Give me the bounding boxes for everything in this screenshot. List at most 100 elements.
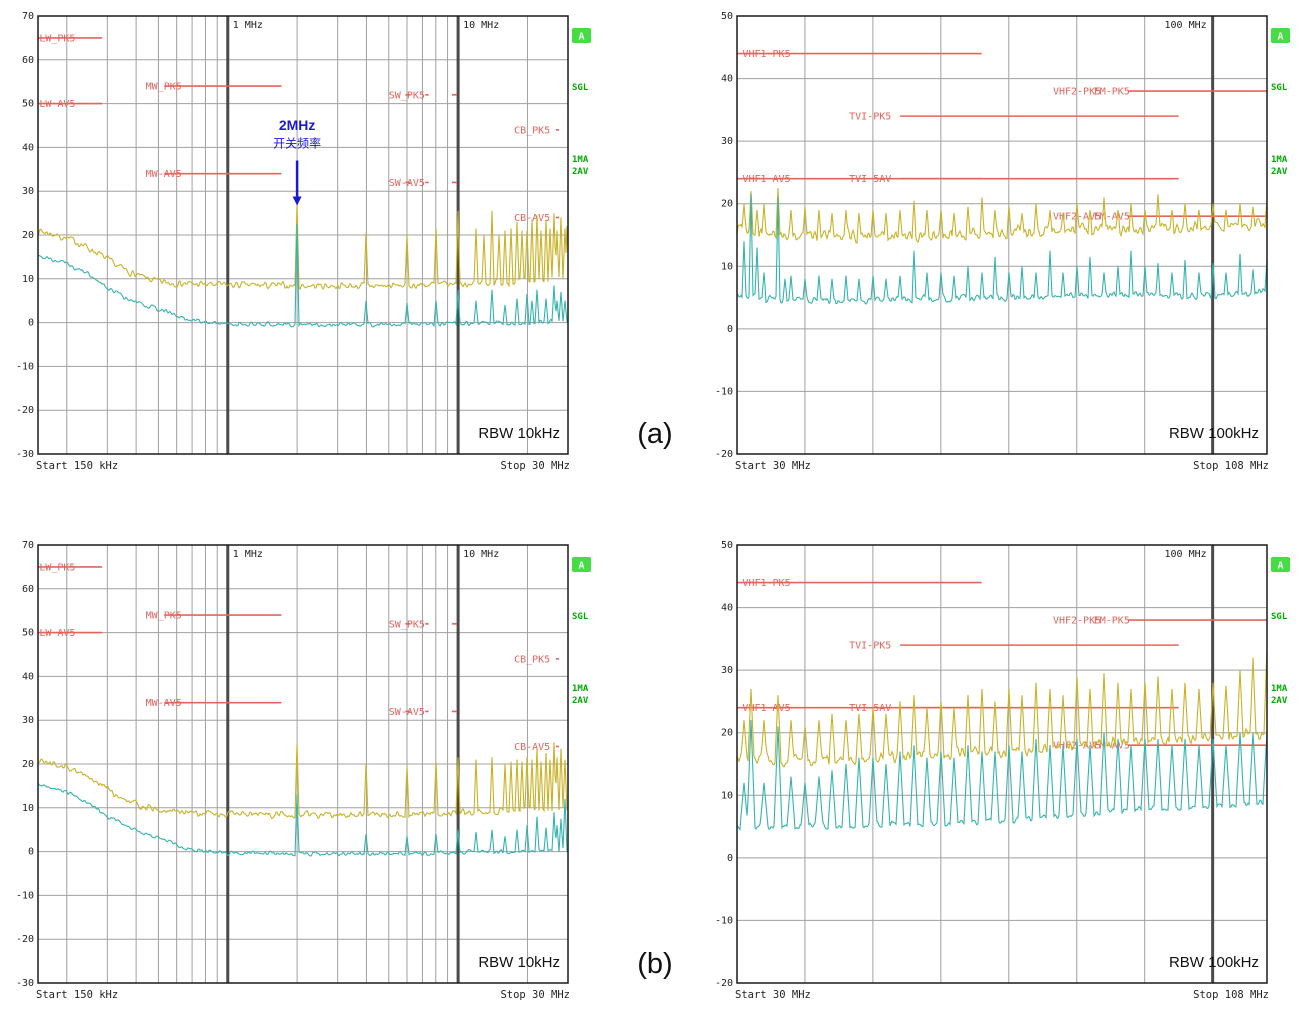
start-frequency-label: Start 30 MHz <box>735 989 811 1001</box>
freq-marker-label: 10 MHz <box>463 549 499 560</box>
y-tick-label: 50 <box>721 11 733 22</box>
limit-label: MW-AV5 <box>146 698 182 709</box>
limit-label: SW-AV5 <box>389 178 425 189</box>
y-axis-tick-labels: -20 -10 0 10 20 30 40 50 <box>715 11 733 460</box>
y-tick-label: 50 <box>22 628 34 639</box>
traces <box>736 648 1268 831</box>
grid <box>737 545 1267 983</box>
y-tick-label: -30 <box>16 978 34 989</box>
y-tick-label: 0 <box>28 318 34 329</box>
status-corner-box <box>572 28 591 43</box>
status-corner-box <box>1271 557 1290 572</box>
chart-panel-b-left: -30 -20 -10 0 10 20 30 40 50 60 70 1 MHz 10 MHz LW_PK… <box>8 537 608 1007</box>
stop-frequency-label: Stop 30 MHz <box>500 460 570 472</box>
y-tick-label: -10 <box>715 915 733 926</box>
limit-label: SW_PK5 <box>389 619 425 630</box>
status-corner-box <box>1271 28 1290 43</box>
y-axis-tick-labels: -30 -20 -10 0 10 20 30 40 50 60 70 <box>16 540 34 989</box>
y-tick-label: -10 <box>16 890 34 901</box>
y-tick-label: 10 <box>721 261 733 272</box>
chart-panel-b-right: -20 -10 0 10 20 30 40 50 100 MHz VHF1-PK5 VHF2-PK5… <box>707 537 1307 1007</box>
limit-label: VHF2-PK5 <box>1053 616 1101 627</box>
y-tick-label: -30 <box>16 449 34 460</box>
limit-label: SW-AV5 <box>389 707 425 718</box>
limit-label: VHF1-AV5 <box>742 174 790 185</box>
y-tick-label: 50 <box>22 99 34 110</box>
y-axis-tick-labels: -30 -20 -10 0 10 20 30 40 50 60 70 <box>16 11 34 460</box>
limit-label: CB-AV5 <box>514 213 550 224</box>
x-axis-marker-labels: 100 MHz <box>1164 20 1206 31</box>
spectrum-plot-b_right: -20 -10 0 10 20 30 40 50 100 MHz VHF1-PK5 VHF2-PK5… <box>715 540 1290 1001</box>
spectrum-plot-b_left: -30 -20 -10 0 10 20 30 40 50 60 70 1 MHz 10 MHz LW_PK… <box>16 540 591 1001</box>
status-corner-box <box>572 557 591 572</box>
status-mode-label: SGL <box>572 83 589 93</box>
rbw-label: RBW 10kHz <box>478 425 560 442</box>
limit-label: TVI-PK5 <box>849 641 891 652</box>
limit-label: TVI-5AV <box>849 174 891 185</box>
chart-panel-a-right: -20 -10 0 10 20 30 40 50 100 MHz VHF1-PK5 VHF2-PK5… <box>707 8 1307 478</box>
trace-pk <box>37 204 569 291</box>
y-tick-label: 40 <box>22 671 34 682</box>
x-axis-marker-labels: 1 MHz 10 MHz <box>233 549 499 560</box>
rbw-label: RBW 10kHz <box>478 954 560 971</box>
y-tick-label: 30 <box>22 715 34 726</box>
y-tick-label: -20 <box>16 405 34 416</box>
limit-label: SW_PK5 <box>389 90 425 101</box>
status-trace2-label: 2AV <box>572 696 589 706</box>
traces <box>37 204 569 328</box>
limit-label: CB_PK5 <box>514 654 550 665</box>
limit-label: VHF1-PK5 <box>742 578 790 589</box>
limit-label: CB-AV5 <box>514 742 550 753</box>
annotation-arrow-head <box>292 196 302 206</box>
rbw-label: RBW 100kHz <box>1169 425 1259 442</box>
trace-av <box>37 223 569 328</box>
chart-panel-a-left: -30 -20 -10 0 10 20 30 40 50 60 70 1 MHz 10 MHz LW_PK… <box>8 8 608 478</box>
freq-marker-label: 100 MHz <box>1164 20 1206 31</box>
spectrum-plot-a_left: -30 -20 -10 0 10 20 30 40 50 60 70 1 MHz 10 MHz LW_PK… <box>16 11 591 472</box>
limit-label: FM-PK5 <box>1094 87 1130 98</box>
y-tick-label: 50 <box>721 540 733 551</box>
trace-pk <box>736 188 1268 244</box>
freq-marker-label: 1 MHz <box>233 20 263 31</box>
freq-marker-label: 1 MHz <box>233 549 263 560</box>
limit-label: FM-PK5 <box>1094 616 1130 627</box>
y-tick-label: 0 <box>727 853 733 864</box>
y-tick-label: 30 <box>22 186 34 197</box>
trace-av <box>37 782 569 857</box>
status-trace1-label: 1MA <box>1271 155 1288 165</box>
plot-frame <box>736 15 1268 455</box>
y-tick-label: 10 <box>22 274 34 285</box>
y-tick-label: 0 <box>28 847 34 858</box>
limit-label: TVI-PK5 <box>849 112 891 123</box>
limit-label: TVI-5AV <box>849 703 891 714</box>
y-tick-label: 30 <box>721 136 733 147</box>
limit-label: LW_PK5 <box>39 562 75 573</box>
plot-background <box>737 16 1267 454</box>
limit-label: VHF1-PK5 <box>742 49 790 60</box>
limit-label: FM-AV5 <box>1094 741 1130 752</box>
traces <box>736 188 1268 305</box>
y-tick-label: 20 <box>22 759 34 770</box>
limit-lines: LW_PK5 LW-AV5 MW_PK5 MW-AV5 SW_PK5 SW-AV5 CB_P… <box>38 562 559 753</box>
grid <box>737 16 1267 454</box>
limit-label: VHF2-AV5 <box>1053 212 1101 223</box>
stop-frequency-label: Stop 108 MHz <box>1193 460 1269 472</box>
plot-frame <box>37 544 569 984</box>
y-tick-label: 60 <box>22 55 34 66</box>
freq-marker-label: 100 MHz <box>1164 549 1206 560</box>
y-tick-label: 40 <box>22 142 34 153</box>
y-tick-label: -20 <box>16 934 34 945</box>
spectrum-plot-a_right: -20 -10 0 10 20 30 40 50 100 MHz VHF1-PK5 VHF2-PK5… <box>715 11 1290 472</box>
y-tick-label: 10 <box>22 803 34 814</box>
annotation-line1: 2MHz <box>279 117 316 133</box>
start-frequency-label: Start 150 kHz <box>36 460 118 472</box>
status-corner-glyph: A <box>578 32 584 43</box>
plot-frame <box>736 544 1268 984</box>
limit-label: MW_PK5 <box>146 611 182 622</box>
x-axis-marker-labels: 100 MHz <box>1164 549 1206 560</box>
y-tick-label: 60 <box>22 584 34 595</box>
y-tick-label: 0 <box>727 324 733 335</box>
plot-frame <box>37 15 569 455</box>
